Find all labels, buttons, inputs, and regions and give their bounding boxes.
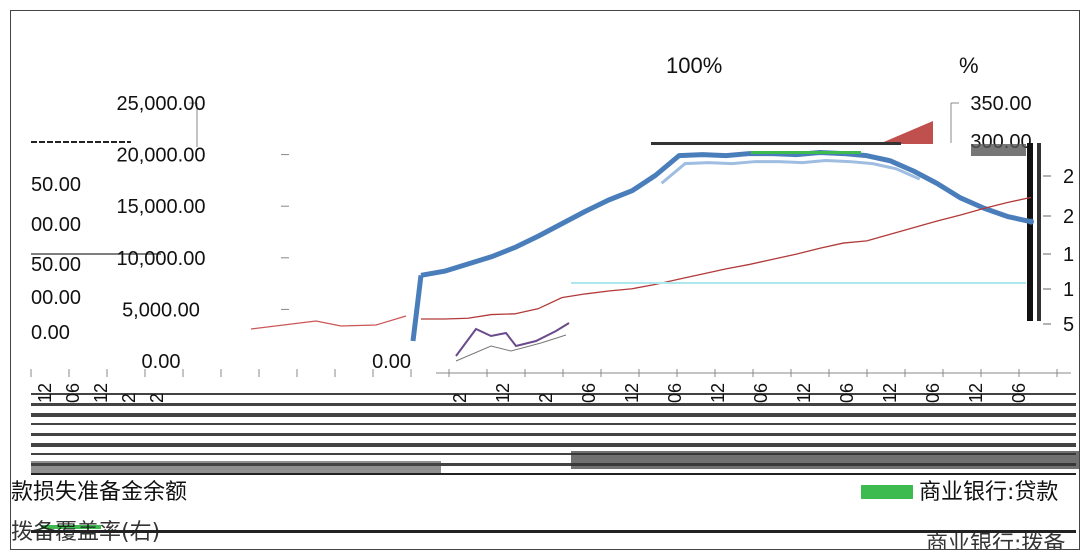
right-axis-tick-label: 350.00: [970, 93, 1031, 115]
x-tick-band-artifact: [31, 463, 1076, 466]
x-tick-label-fragment: 12: [794, 383, 814, 403]
left-axis-tick-label: 10,000.00: [117, 248, 206, 270]
series-layer: [410, 150, 1034, 342]
x-tick-label-fragment: 12: [493, 383, 513, 403]
ghost-axis-tick-label: 50.00: [31, 254, 81, 276]
series-point: [1028, 218, 1034, 225]
gray-squiggle-artifact: [455, 334, 567, 362]
right-axis-partial-label: 1: [1063, 279, 1074, 301]
legend-label-green-series: 商业银行:贷款: [919, 480, 1058, 505]
legend-label-red-series-short: 商业银行:拨备: [926, 532, 1065, 550]
series-blue-lead-segment: [410, 275, 424, 342]
right-axis-partial-label: 5: [1063, 314, 1074, 336]
x-tick-label-fragment: 06: [665, 383, 685, 403]
right-axis-bar-artifact: [1037, 143, 1041, 321]
x-tick-layer: 12 06 12 2 2 2 12 2 06 12 06 12 06 12 06 12 06 12 06: [31, 383, 1079, 475]
x-tick-label-fragment: 12: [622, 383, 642, 403]
x-tick-label-fragment: 06: [923, 383, 943, 403]
x-tick-band-artifact: [31, 393, 1076, 395]
ghost-blue-series-fragment: [660, 159, 921, 185]
dark-band-artifact: [651, 142, 901, 145]
purple-squiggle-artifact: [455, 322, 570, 357]
x-tick-label-fragment: 2: [536, 393, 556, 403]
x-tick-band-artifact: [31, 413, 1076, 417]
legend-label-blue-series: 款损失准备金余额: [11, 480, 187, 505]
x-tick-label-fragment: 12: [35, 383, 55, 403]
ghost-axis-tick-label: 0.00: [31, 322, 70, 344]
left-axis-tick-label: 5,000.00: [122, 299, 200, 321]
x-tick-band-artifact: [31, 453, 1076, 455]
x-tick-label-fragment: 12: [708, 383, 728, 403]
hatched-artifact: [971, 144, 1026, 156]
left-axis-tick-label: 15,000.00: [117, 196, 206, 218]
x-tick-label-fragment: 12: [880, 383, 900, 403]
ghost-chart-layer: 50.00 00.00 50.00 00.00 0.00: [31, 141, 407, 344]
render-artifact-layer: [455, 121, 1026, 362]
left-axis-tick-label: 20,000.00: [117, 145, 206, 167]
x-tick-label-fragment: 2: [450, 393, 470, 403]
x-tick-label-fragment: 06: [1009, 383, 1029, 403]
x-tick-band-artifact: [571, 451, 1079, 469]
x-tick-band-artifact: [31, 433, 1076, 436]
x-tick-label-fragment: 2: [119, 393, 139, 403]
x-tick-label-fragment: 12: [966, 383, 986, 403]
legend-swatch-green: [861, 485, 913, 499]
x-tick-label-fragment: 06: [751, 383, 771, 403]
ghost-axis-tick-label: 00.00: [31, 214, 81, 236]
legend-swatch-garbled: [41, 525, 101, 529]
red-wedge-artifact: [879, 121, 933, 144]
x-tick-label-fragment: 06: [63, 383, 83, 403]
x-tick-band-artifact: [31, 461, 441, 475]
left-axis-tick-label: 0.00: [142, 351, 181, 373]
right-axis-partial-label: 2: [1063, 166, 1074, 188]
x-tick-label-fragment: 06: [837, 383, 857, 403]
series-line-款损失准备金余额: [420, 150, 1032, 278]
chart-frame: 50.00 00.00 50.00 00.00 0.00 25,000.00 20,000…: [10, 10, 1080, 550]
green-band-artifact: [751, 151, 861, 154]
right-axis-partial-label: 1: [1063, 244, 1074, 266]
series-line-商业银行:拨备覆盖率: [421, 196, 1032, 320]
x-tick-label-fragment: 2: [147, 393, 167, 403]
legend-band-artifact: [31, 530, 1076, 533]
ghost-axis-tick-label: 50.00: [31, 174, 81, 196]
legend-band-artifact: [31, 473, 1076, 475]
annotation-100-percent: 100%: [666, 53, 722, 78]
right-axis-bar-artifact: [1027, 143, 1033, 321]
right-axis-unit: %: [959, 53, 979, 78]
ghost-axis-tick-label: 00.00: [31, 287, 81, 309]
x-tick-band-artifact: [31, 423, 1076, 425]
right-axis-partial-label: 2: [1063, 206, 1074, 228]
left-zero-label: 0.00: [372, 351, 411, 373]
x-tick-label-fragment: 06: [579, 383, 599, 403]
left-axis-tick-label: 25,000.00: [117, 93, 206, 115]
x-tick-band-artifact: [31, 403, 1076, 406]
ghost-red-series-fragment: [250, 315, 407, 330]
x-tick-band-artifact: [31, 443, 1076, 447]
x-tick-label-fragment: 12: [91, 383, 111, 403]
